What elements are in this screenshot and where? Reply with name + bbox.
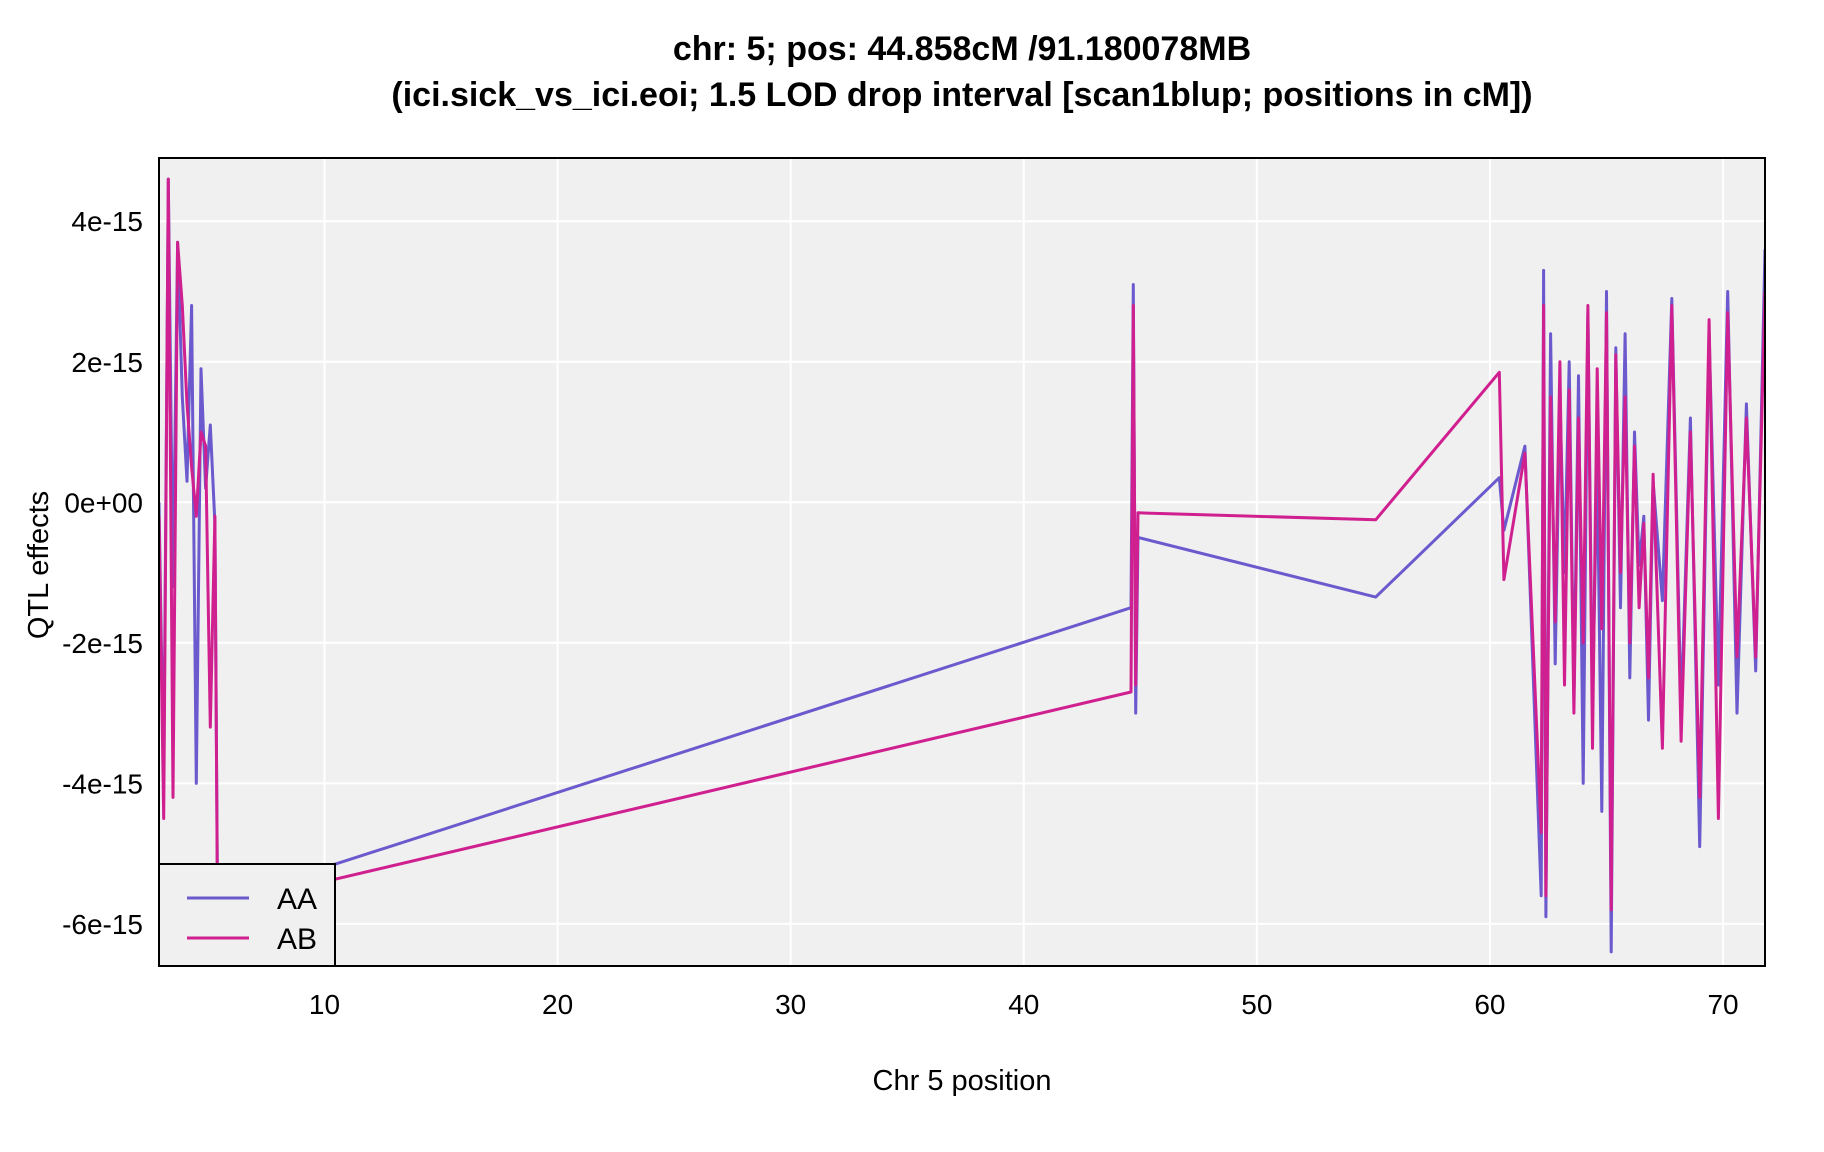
plot-area: 10 20 30 40 50 60 70 4e-15 2e-15 0e+00 -2e-15 -4e-1… (62, 157, 1766, 1020)
legend: AA AB (158, 863, 336, 967)
y-tick-label: 0e+00 (64, 487, 143, 518)
y-tick-label: -4e-15 (62, 768, 143, 799)
x-tick-label: 10 (309, 989, 340, 1020)
x-tick-label: 40 (1008, 989, 1039, 1020)
x-tick-label: 30 (775, 989, 806, 1020)
plot-border (158, 157, 1766, 967)
y-tick-label: -6e-15 (62, 909, 143, 940)
y-tick-label: 4e-15 (71, 206, 143, 237)
chart-title: chr: 5; pos: 44.858cM /91.180078MB (673, 30, 1251, 68)
plot-background (159, 158, 1765, 966)
y-tick-label: 2e-15 (71, 347, 143, 378)
x-tick-label: 70 (1707, 989, 1738, 1020)
legend-label-ab: AB (277, 923, 317, 956)
series-line-ab (159, 177, 1765, 912)
y-axis-label: QTL effects (23, 491, 55, 639)
legend-label-aa: AA (277, 883, 317, 916)
series-lines (159, 177, 1765, 954)
chart-subtitle: (ici.sick_vs_ici.eoi; 1.5 LOD drop inter… (391, 76, 1532, 114)
x-tick-label: 60 (1474, 989, 1505, 1020)
legend-box (158, 863, 336, 967)
x-tick-label: 50 (1241, 989, 1272, 1020)
x-axis-label: Chr 5 position (873, 1065, 1052, 1097)
y-tick-label: -2e-15 (62, 628, 143, 659)
x-tick-label: 20 (542, 989, 573, 1020)
